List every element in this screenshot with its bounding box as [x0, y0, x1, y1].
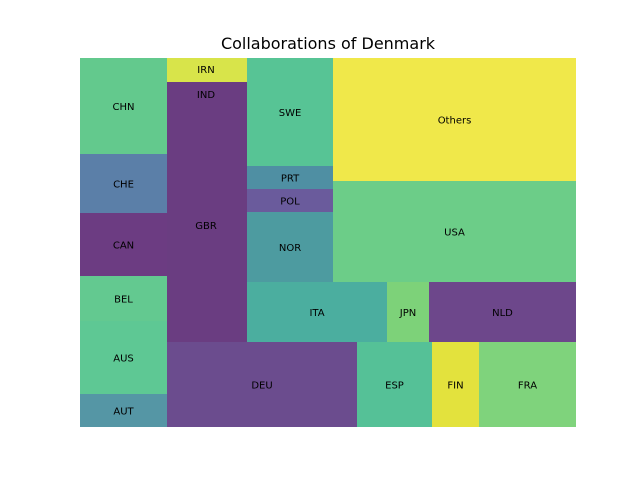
- treemap-label-jpn: JPN: [399, 308, 416, 319]
- treemap-cells: [80, 58, 576, 427]
- treemap-label-swe: SWE: [279, 108, 302, 119]
- treemap-cell-nor: [247, 212, 333, 282]
- treemap-label-can: CAN: [113, 241, 134, 252]
- treemap-label-gbr: GBR: [195, 221, 217, 232]
- treemap-cell-can: [80, 213, 167, 276]
- treemap-label-bel: BEL: [114, 295, 133, 306]
- treemap-label-nor: NOR: [279, 243, 301, 254]
- treemap-label-chn: CHN: [113, 102, 135, 113]
- treemap-cell-fin: [432, 342, 479, 427]
- treemap-label-aut: AUT: [113, 407, 134, 418]
- treemap-cell-usa: [333, 181, 576, 282]
- treemap-cell-aus: [80, 321, 167, 394]
- treemap-label-ita: ITA: [309, 308, 324, 319]
- treemap-labels: Others USA GBR DEU NLD FRA CHN SWE ITA ESP AUS CAN N…: [113, 65, 538, 418]
- treemap-label-fra: FRA: [518, 381, 537, 392]
- treemap-cell-bel: [80, 276, 167, 321]
- treemap-cell-others: [333, 58, 576, 181]
- treemap-label-aus: AUS: [113, 354, 134, 365]
- treemap-cell-aut: [80, 394, 167, 427]
- treemap-cell-nld: [429, 282, 576, 342]
- treemap-label-nld: NLD: [492, 308, 513, 319]
- treemap-label-che: CHE: [113, 180, 134, 191]
- treemap-label-fin: FIN: [447, 381, 463, 392]
- treemap-cell-jpn: [387, 282, 429, 342]
- treemap-cell-esp: [357, 342, 432, 427]
- treemap-cell-chn: [80, 58, 167, 154]
- treemap-cell-che: [80, 154, 167, 213]
- treemap-cell-swe: [247, 58, 333, 166]
- treemap-cell-gbr: [167, 82, 247, 342]
- chart-title: Collaborations of Denmark: [221, 34, 436, 53]
- treemap-label-deu: DEU: [251, 381, 272, 392]
- treemap-cell-fra: [479, 342, 576, 427]
- treemap-cell-ita: [247, 282, 387, 342]
- treemap-label-usa: USA: [444, 228, 465, 239]
- treemap-cell-deu: [167, 342, 357, 427]
- treemap-label-esp: ESP: [385, 381, 404, 392]
- treemap-label-ind: IND: [197, 90, 215, 101]
- treemap-cell-pol: [247, 189, 333, 212]
- treemap-cell-irn: [167, 58, 247, 82]
- treemap-cell-prt: [247, 166, 333, 189]
- treemap-label-irn: IRN: [197, 65, 214, 76]
- treemap-label-prt: PRT: [281, 174, 300, 185]
- treemap-label-others: Others: [438, 116, 472, 127]
- treemap-label-pol: POL: [280, 197, 300, 208]
